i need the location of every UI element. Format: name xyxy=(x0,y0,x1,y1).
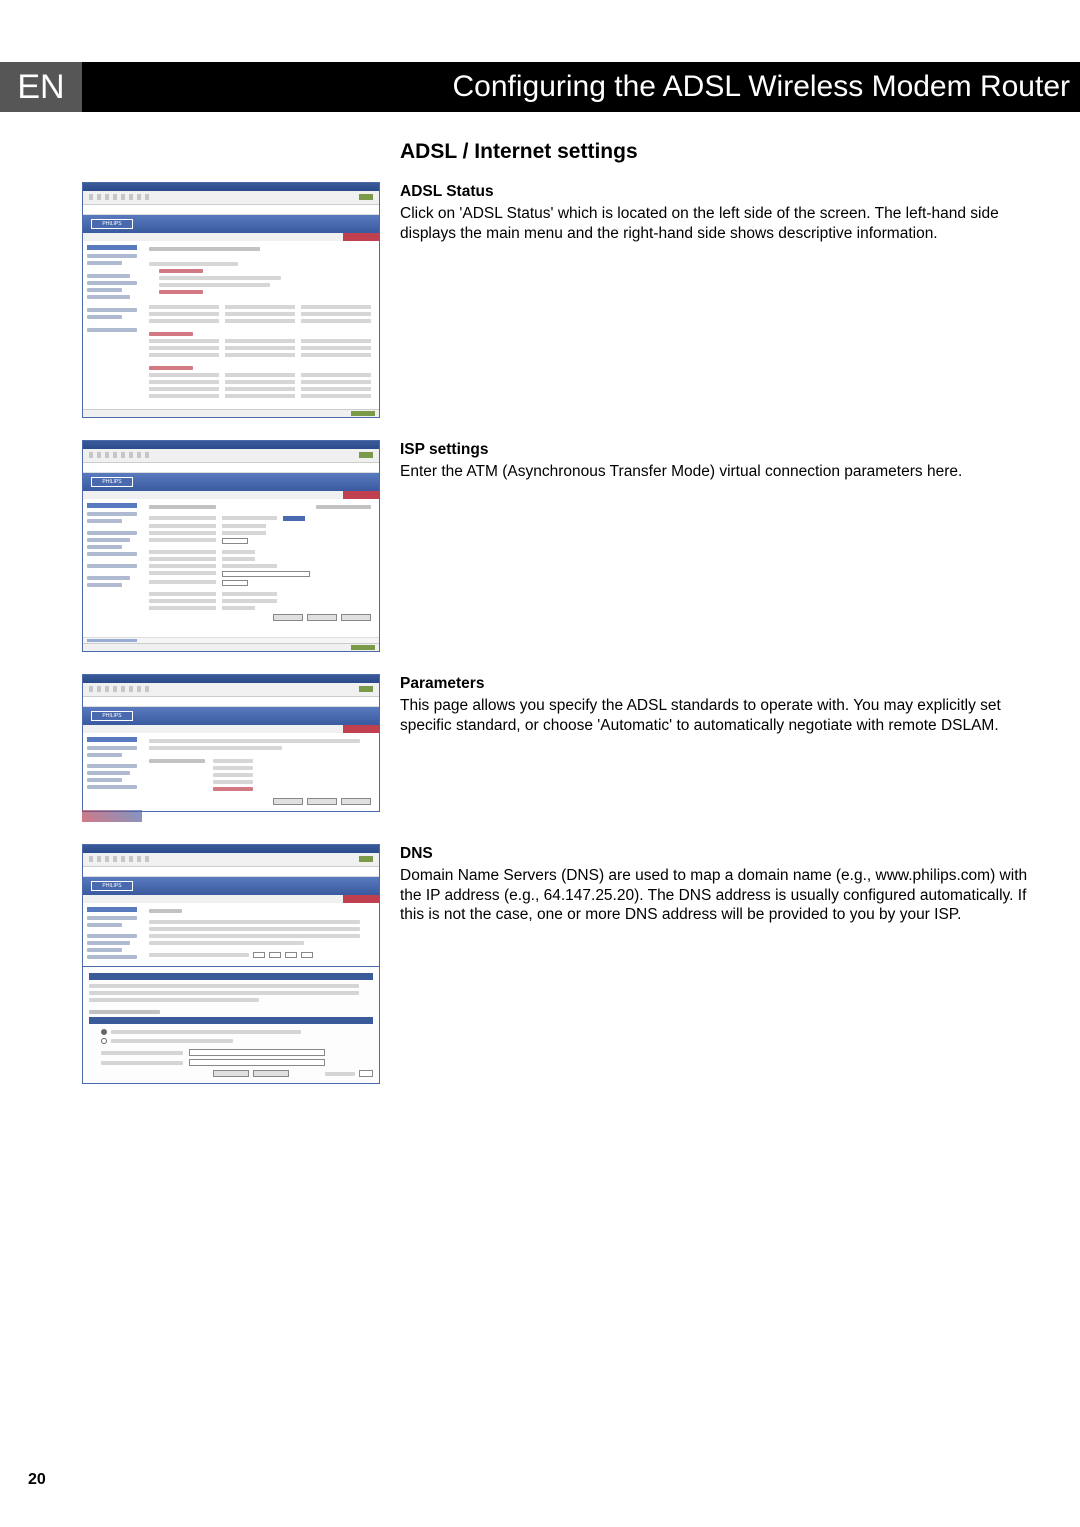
screenshot-thumbnail-parameters: PHILIPS xyxy=(82,674,380,822)
section-text: Parameters This page allows you specify … xyxy=(400,674,1052,735)
brand-logo: PHILIPS xyxy=(91,477,133,487)
content-area: ADSL / Internet settings PHILIPS xyxy=(82,140,1052,1106)
screenshot-thumbnail-isp-settings: PHILIPS xyxy=(82,440,380,652)
page-header: EN Configuring the ADSL Wireless Modem R… xyxy=(0,62,1080,112)
section-row: PHILIPS xyxy=(82,182,1052,418)
section-heading: ADSL / Internet settings xyxy=(400,140,1052,164)
subsection-heading: ISP settings xyxy=(400,440,1052,459)
section-text: ADSL Status Click on 'ADSL Status' which… xyxy=(400,182,1052,243)
subsection-body: This page allows you specify the ADSL st… xyxy=(400,696,1052,735)
language-badge: EN xyxy=(0,62,82,112)
subsection-heading: DNS xyxy=(400,844,1052,863)
subsection-body: Domain Name Servers (DNS) are used to ma… xyxy=(400,866,1052,924)
page-title: Configuring the ADSL Wireless Modem Rout… xyxy=(82,62,1080,112)
subsection-heading: ADSL Status xyxy=(400,182,1052,201)
subsection-body: Enter the ATM (Asynchronous Transfer Mod… xyxy=(400,462,1052,481)
brand-logo: PHILIPS xyxy=(91,881,133,891)
section-row: PHILIPS xyxy=(82,440,1052,652)
section-row: PHILIPS xyxy=(82,674,1052,822)
brand-logo: PHILIPS xyxy=(91,711,133,721)
page-number: 20 xyxy=(28,1471,46,1489)
section-text: DNS Domain Name Servers (DNS) are used t… xyxy=(400,844,1052,925)
screenshot-thumbnail-dns: PHILIPS xyxy=(82,844,380,1084)
screenshot-thumbnail-adsl-status: PHILIPS xyxy=(82,182,380,418)
subsection-heading: Parameters xyxy=(400,674,1052,693)
section-text: ISP settings Enter the ATM (Asynchronous… xyxy=(400,440,1052,482)
brand-logo: PHILIPS xyxy=(91,219,133,229)
section-row: PHILIPS xyxy=(82,844,1052,1084)
subsection-body: Click on 'ADSL Status' which is located … xyxy=(400,204,1052,243)
